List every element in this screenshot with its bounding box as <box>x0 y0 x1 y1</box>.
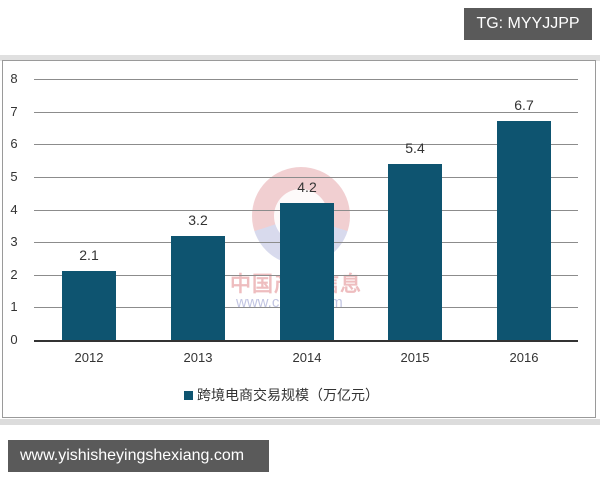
y-tick-label: 2 <box>10 266 18 282</box>
bar-value-label: 6.7 <box>514 97 534 114</box>
legend: 跨境电商交易规模（万亿元） <box>184 385 379 405</box>
bar-2013 <box>171 235 225 340</box>
y-tick-label: 3 <box>10 234 18 250</box>
legend-label: 跨境电商交易规模（万亿元） <box>197 387 379 403</box>
gridline <box>34 79 578 80</box>
bar-value-label: 2.1 <box>79 247 99 264</box>
url-badge: www.yishisheyingshexiang.com <box>8 440 269 472</box>
y-tick-label: 8 <box>10 71 18 86</box>
x-tick-label: 2015 <box>400 350 430 365</box>
bar-2016 <box>497 121 551 340</box>
gridline <box>34 176 578 178</box>
y-tick-label: 1 <box>10 299 18 315</box>
x-tick-label: 2013 <box>183 350 213 365</box>
bar-2015 <box>388 163 442 340</box>
tg-badge: TG: MYYJJPP <box>464 8 592 40</box>
bar-2014 <box>280 202 334 340</box>
bar-value-label: 4.2 <box>297 178 317 195</box>
bar-value-label: 3.2 <box>188 211 208 228</box>
gridline <box>34 144 578 146</box>
y-tick-label: 6 <box>10 136 18 152</box>
bar-2012 <box>62 271 116 340</box>
legend-swatch-icon <box>184 390 193 400</box>
gridline <box>34 111 578 113</box>
top-band <box>0 55 600 61</box>
x-tick-label: 2012 <box>74 350 104 365</box>
x-tick-label: 2016 <box>509 350 539 365</box>
bottom-band <box>0 419 600 425</box>
y-tick-label: 5 <box>10 168 18 184</box>
bar-value-label: 5.4 <box>405 139 425 156</box>
y-tick-label: 7 <box>10 103 18 119</box>
y-tick-label: 4 <box>10 201 18 217</box>
gridline <box>34 340 578 342</box>
y-tick-label: 0 <box>10 332 18 347</box>
x-tick-label: 2014 <box>292 350 322 365</box>
